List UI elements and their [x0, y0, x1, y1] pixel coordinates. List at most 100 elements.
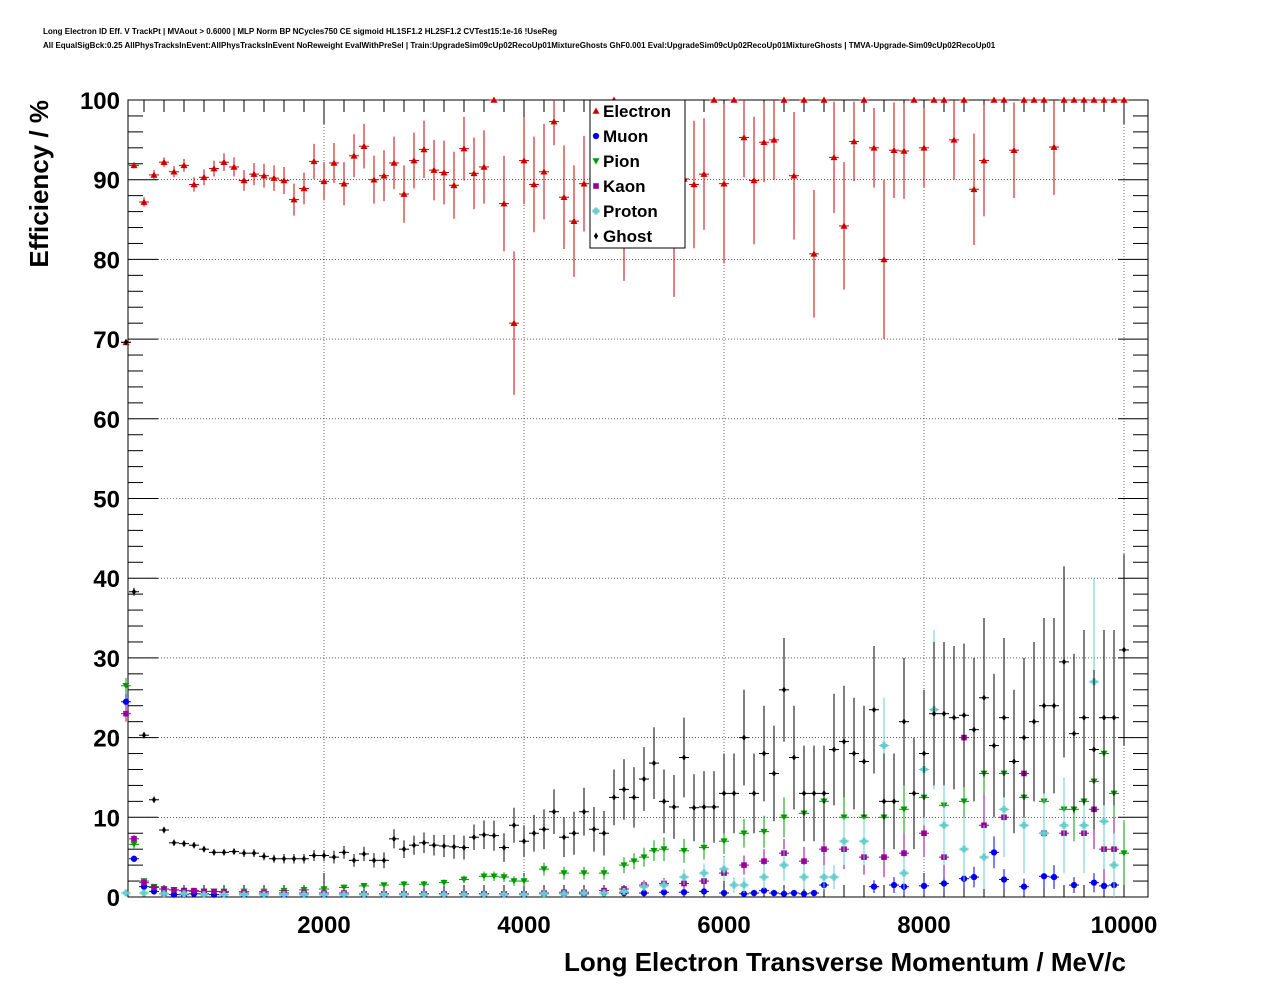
data-point — [360, 883, 368, 890]
data-point — [340, 884, 348, 891]
data-point — [381, 856, 387, 864]
data-point — [870, 883, 878, 890]
data-point — [400, 190, 408, 197]
data-point — [560, 870, 568, 877]
data-point — [860, 837, 868, 845]
data-point — [380, 891, 388, 899]
data-point — [740, 881, 748, 889]
data-point — [261, 852, 267, 860]
data-point — [720, 889, 728, 897]
data-point — [641, 775, 647, 783]
series-muon — [121, 693, 1119, 898]
data-point — [360, 142, 368, 150]
data-point — [621, 785, 627, 793]
data-point — [400, 881, 408, 888]
data-point — [240, 891, 248, 899]
data-point — [410, 157, 418, 164]
data-point — [650, 847, 658, 855]
data-point — [950, 136, 958, 143]
grid-lines — [128, 100, 1148, 897]
data-point — [800, 873, 808, 881]
legend-label-pion: Pion — [603, 152, 640, 171]
data-point — [271, 855, 277, 863]
data-point — [541, 825, 547, 833]
data-point — [1010, 146, 1018, 154]
data-point — [1081, 714, 1087, 722]
data-point — [1060, 96, 1068, 103]
data-point — [130, 841, 138, 848]
data-point — [240, 176, 248, 184]
data-point — [561, 833, 567, 841]
data-point — [141, 879, 147, 886]
data-point — [430, 166, 438, 173]
data-point — [270, 174, 278, 181]
data-point — [1071, 730, 1077, 738]
y-tick-labels: 0 10 20 30 40 50 60 70 80 90 100 — [80, 88, 120, 912]
data-point — [830, 873, 838, 881]
data-point — [441, 842, 447, 850]
data-point — [521, 837, 527, 845]
data-point — [960, 96, 968, 103]
data-point — [500, 891, 508, 899]
data-point — [760, 828, 768, 836]
data-point — [451, 843, 457, 851]
data-point — [300, 891, 308, 899]
data-point — [321, 852, 327, 860]
data-point — [991, 742, 997, 750]
data-point — [711, 803, 717, 811]
y-tick-label: 50 — [93, 487, 120, 514]
data-point — [890, 146, 898, 154]
data-point — [280, 891, 288, 899]
data-point — [1021, 734, 1027, 742]
data-point — [191, 887, 197, 894]
data-point — [981, 694, 987, 702]
data-point — [520, 891, 528, 899]
data-point — [1121, 646, 1127, 654]
data-point — [760, 138, 768, 146]
data-point — [691, 804, 697, 812]
title-line-1: Long Electron ID Eff. V TrackPt | MVAout… — [43, 27, 558, 36]
data-point — [940, 96, 948, 103]
data-point — [880, 742, 888, 750]
data-point — [781, 686, 787, 694]
legend-label-proton: Proton — [603, 202, 658, 221]
data-point — [220, 891, 228, 899]
data-point — [400, 891, 408, 899]
legend-marker-ghost — [593, 232, 599, 240]
data-point — [1091, 746, 1097, 754]
y-tick-label: 70 — [93, 327, 120, 354]
data-point — [1110, 96, 1118, 103]
data-point — [851, 750, 857, 758]
data-point — [200, 891, 208, 899]
y-tick-label: 100 — [80, 88, 120, 115]
data-point — [260, 891, 268, 899]
data-point — [921, 830, 927, 837]
data-point — [980, 157, 988, 164]
data-point — [960, 798, 968, 805]
data-point — [671, 803, 677, 811]
data-point — [580, 889, 588, 897]
series-pion — [121, 677, 1129, 895]
data-point — [181, 840, 187, 848]
data-point — [141, 731, 147, 739]
data-point — [341, 848, 347, 856]
data-point — [131, 588, 137, 596]
data-point — [1040, 829, 1048, 837]
data-point — [471, 833, 477, 841]
data-point — [330, 159, 338, 166]
data-point — [1000, 876, 1008, 883]
series-ghost — [121, 338, 1129, 869]
data-point — [1030, 96, 1038, 103]
data-point — [290, 196, 298, 203]
data-point — [480, 163, 488, 170]
data-point — [1051, 702, 1057, 710]
data-point — [901, 850, 907, 856]
data-point — [1020, 883, 1028, 890]
y-tick-label: 0 — [107, 885, 120, 912]
data-point — [640, 854, 648, 861]
data-point — [351, 856, 357, 864]
data-point — [260, 172, 268, 179]
data-point — [620, 887, 628, 895]
data-point — [651, 759, 657, 767]
data-point — [661, 797, 667, 805]
